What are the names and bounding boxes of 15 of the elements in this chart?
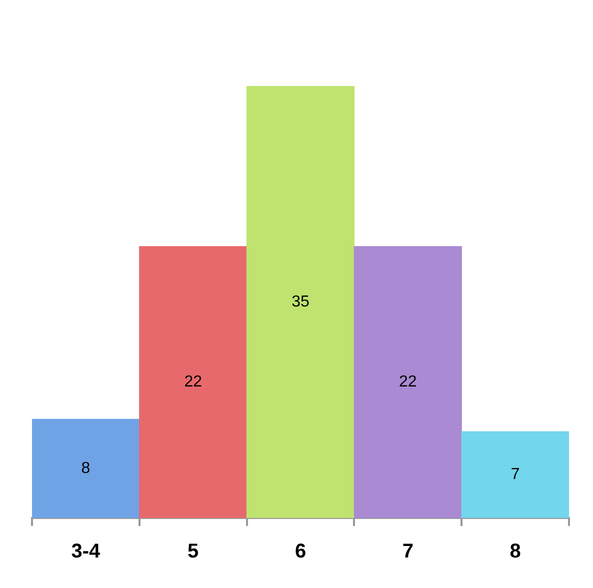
x-tick-label: 3-4 — [71, 540, 102, 563]
data-label: 7 — [510, 466, 520, 484]
bar — [461, 431, 569, 518]
bar — [354, 246, 462, 518]
x-tick-label: 7 — [402, 540, 414, 563]
data-label: 22 — [184, 374, 202, 391]
data-label: 8 — [81, 460, 90, 478]
x-tick-label: 5 — [188, 540, 199, 563]
bar — [246, 86, 355, 518]
x-tick-label: 6 — [294, 540, 306, 563]
bar — [139, 246, 248, 518]
bar — [32, 418, 140, 518]
data-label: 22 — [399, 374, 417, 391]
x-tick-label: 8 — [510, 540, 521, 563]
data-label: 35 — [292, 293, 310, 310]
